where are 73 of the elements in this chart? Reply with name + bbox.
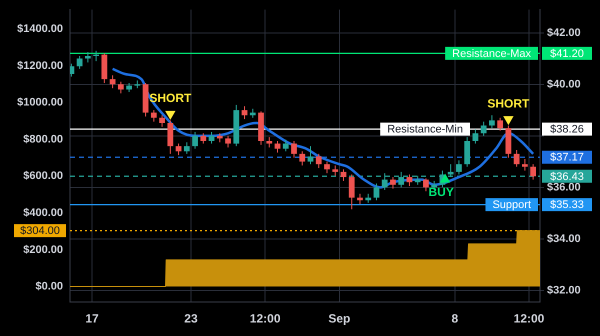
candlestick — [167, 120, 174, 154]
candlestick — [216, 132, 223, 143]
text: $35.33 — [550, 199, 584, 212]
y-tick-label: $1200.00 — [17, 60, 63, 72]
candlestick — [357, 193, 363, 205]
candlestick — [365, 193, 372, 204]
y-tick-label: $600.00 — [23, 170, 63, 182]
candlestick — [250, 108, 256, 118]
candlestick — [159, 114, 165, 128]
candlestick — [324, 161, 330, 174]
ref-line-label: Resistance-Min — [387, 124, 464, 136]
candlestick — [192, 131, 198, 150]
text: $38.26 — [550, 124, 584, 136]
text: $36.43 — [550, 170, 584, 183]
x-tick-label: Sep — [328, 312, 350, 326]
candlestick — [530, 164, 536, 180]
candlestick — [308, 146, 314, 165]
candlestick — [150, 110, 157, 122]
candlestick — [332, 164, 338, 176]
candlestick — [274, 140, 280, 154]
candlestick — [93, 50, 99, 62]
x-tick-label: 23 — [184, 312, 198, 326]
candlestick — [480, 121, 487, 136]
text: $304.00 — [20, 225, 60, 238]
candlestick — [406, 174, 412, 187]
candlestick — [242, 106, 248, 120]
candlestick — [282, 139, 289, 152]
candlestick — [176, 143, 182, 156]
candlestick — [208, 131, 214, 144]
candlestick — [472, 128, 478, 144]
candlestick — [514, 150, 520, 168]
candlestick — [200, 132, 206, 144]
candlestick — [118, 81, 124, 94]
candlestick — [348, 174, 355, 210]
y2-tick-label: $42.00 — [547, 26, 581, 39]
candlestick — [489, 114, 495, 129]
text: SHORT — [487, 96, 530, 110]
x-tick-label: 17 — [85, 312, 99, 326]
candlestick — [316, 153, 322, 169]
y2-tick-label: $32.00 — [547, 284, 581, 296]
x-tick-label: 12:00 — [250, 312, 281, 326]
y-tick-label: $200.00 — [23, 244, 63, 256]
y2-tick-label: $40.00 — [547, 78, 581, 90]
candlestick — [423, 178, 429, 192]
candlestick — [225, 135, 231, 148]
candlestick — [522, 158, 528, 172]
candlestick — [76, 55, 83, 70]
series-label: BUY — [428, 184, 454, 199]
candlestick — [126, 82, 132, 93]
x-tick-label: 12:00 — [514, 312, 545, 326]
candlestick — [110, 74, 116, 89]
candlestick — [184, 142, 190, 154]
candlestick — [497, 117, 504, 132]
candlestick — [291, 140, 297, 158]
y-tick-label: $0.00 — [35, 280, 63, 293]
ref-line-label: Resistance-Max — [452, 48, 532, 60]
candlestick — [464, 136, 470, 168]
y-tick-label: $1000.00 — [17, 96, 63, 109]
candlestick — [84, 52, 91, 63]
candlestick — [374, 182, 380, 201]
text: $41.20 — [550, 48, 584, 60]
y-tick-label: $1400.00 — [17, 22, 63, 35]
candlestick — [390, 176, 396, 190]
y-tick-label: $400.00 — [23, 206, 63, 219]
candlestick — [340, 168, 346, 182]
text: $37.17 — [550, 152, 584, 164]
candlestick — [299, 150, 306, 166]
y2-tick-label: $36.00 — [547, 181, 581, 194]
candlestick — [266, 136, 272, 148]
y-tick-label: $800.00 — [23, 133, 63, 146]
y2-tick-label: $34.00 — [547, 232, 581, 245]
ref-line-label: Support — [492, 199, 531, 212]
x-tick-label: 8 — [451, 312, 458, 326]
